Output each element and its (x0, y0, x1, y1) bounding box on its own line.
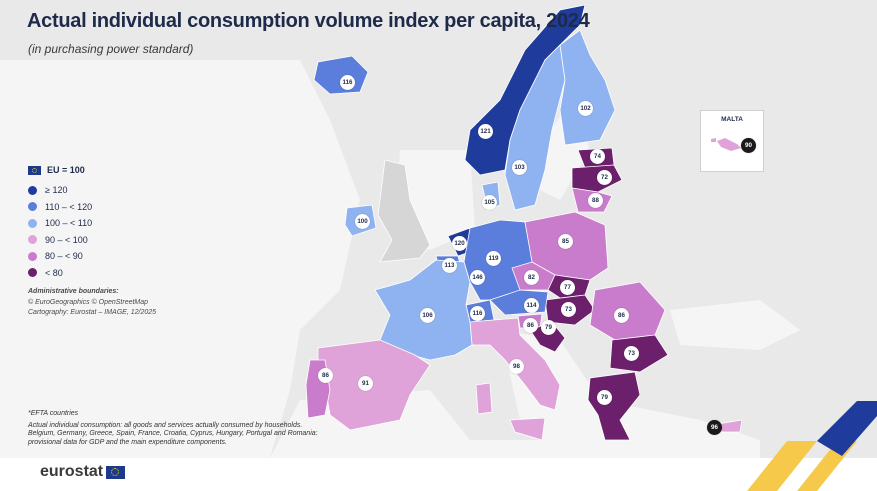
footnote: *EFTA countries Actual individual consum… (28, 410, 328, 447)
latvia-value-badge: 72 (597, 170, 612, 185)
eu-flag-logo-icon (106, 465, 126, 479)
sweden-value-badge: 103 (512, 160, 527, 175)
iceland-value-badge: 116 (340, 75, 355, 90)
eu-flag-icon (28, 165, 41, 175)
europe-map (0, 4, 800, 458)
bulgaria-shape (609, 334, 669, 373)
romania-value-badge: 86 (614, 308, 629, 323)
legend-class-4: 80 – < 90 (28, 248, 92, 265)
cyprus-value-badge: 96 (707, 420, 722, 435)
greece-value-badge: 79 (597, 390, 612, 405)
efta-note: *EFTA countries (28, 410, 79, 417)
admin-line2: Cartography: Eurostat – IMAGE, 12/2025 (28, 309, 157, 316)
hungary-value-badge: 73 (561, 302, 576, 317)
eurostat-logo: eurostat (40, 463, 126, 481)
netherlands-value-badge: 120 (452, 236, 467, 251)
austria-value-badge: 114 (524, 298, 539, 313)
admin-line1: © EuroGeographics © OpenStreetMap (28, 298, 149, 306)
ireland-value-badge: 100 (355, 214, 370, 229)
bulgaria-value-badge: 73 (624, 346, 639, 361)
switzerland-value-badge: 116 (470, 306, 485, 321)
france-value-badge: 106 (420, 308, 435, 323)
italy-value-badge: 98 (509, 359, 524, 374)
finland-shape (559, 29, 616, 146)
czechia-value-badge: 82 (524, 270, 539, 285)
map-subtitle: (in purchasing power standard) (28, 42, 194, 56)
legend-label: 110 – < 120 (45, 201, 93, 212)
legend-header: EU = 100 (28, 162, 92, 178)
legend-swatch (28, 235, 37, 245)
map-title: Actual individual consumption volume ind… (27, 10, 590, 32)
malta-inset: MALTA 90 (700, 110, 764, 172)
norway-value-badge: 121 (478, 124, 493, 139)
footnote-text: Actual individual consumption: all goods… (28, 421, 318, 446)
legend-label: ≥ 120 (45, 185, 68, 196)
legend-class-5: < 80 (28, 265, 92, 282)
legend-label: 90 – < 100 (45, 234, 88, 245)
greece-shape (587, 371, 641, 441)
eastern-med-sea (500, 330, 760, 458)
sicily-shape (509, 417, 546, 441)
slovenia-value-badge: 86 (523, 318, 538, 333)
malta-shape (711, 138, 741, 151)
luxembourg-value-badge: 146 (470, 270, 485, 285)
portugal-value-badge: 86 (318, 368, 333, 383)
legend: EU = 100 ≥ 120 110 – < 120 100 – < 110 90 –… (28, 162, 92, 281)
corner-decoration (747, 401, 877, 491)
legend-label: 100 – < 110 (45, 218, 93, 229)
legend-class-1: 110 – < 120 (28, 199, 92, 216)
admin-boundaries-note: Administrative boundaries: © EuroGeograp… (28, 287, 156, 319)
eurostat-logo-text: eurostat (40, 463, 104, 480)
legend-swatch (28, 202, 37, 212)
germany-value-badge: 119 (486, 251, 501, 266)
legend-class-0: ≥ 120 (28, 182, 92, 199)
denmark-value-badge: 105 (482, 195, 497, 210)
legend-rows: ≥ 120 110 – < 120 100 – < 110 90 – < 100 80 … (28, 182, 92, 281)
legend-swatch (28, 218, 37, 228)
spain-value-badge: 91 (358, 376, 373, 391)
admin-heading: Administrative boundaries: (28, 288, 119, 295)
malta-value-badge: 90 (741, 138, 756, 153)
map-area: Actual individual consumption volume ind… (0, 0, 877, 458)
legend-class-3: 90 – < 100 (28, 232, 92, 249)
black-sea (670, 300, 800, 350)
poland-value-badge: 85 (558, 234, 573, 249)
uk-shape (377, 159, 431, 263)
belgium-value-badge: 113 (442, 258, 457, 273)
malta-inset-label: MALTA (721, 116, 743, 123)
legend-label: 80 – < 90 (45, 251, 83, 262)
legend-label: < 80 (45, 267, 63, 278)
legend-swatch (28, 251, 37, 261)
legend-swatch (28, 185, 37, 195)
legend-header-label: EU = 100 (47, 165, 85, 175)
legend-swatch (28, 268, 37, 278)
lithuania-value-badge: 88 (588, 193, 603, 208)
estonia-value-badge: 74 (590, 149, 605, 164)
croatia-value-badge: 79 (541, 320, 556, 335)
atlantic-sea (0, 60, 360, 458)
legend-class-2: 100 – < 110 (28, 215, 92, 232)
finland-value-badge: 102 (578, 101, 593, 116)
sardinia-shape (475, 382, 493, 415)
slovakia-value-badge: 77 (560, 280, 575, 295)
